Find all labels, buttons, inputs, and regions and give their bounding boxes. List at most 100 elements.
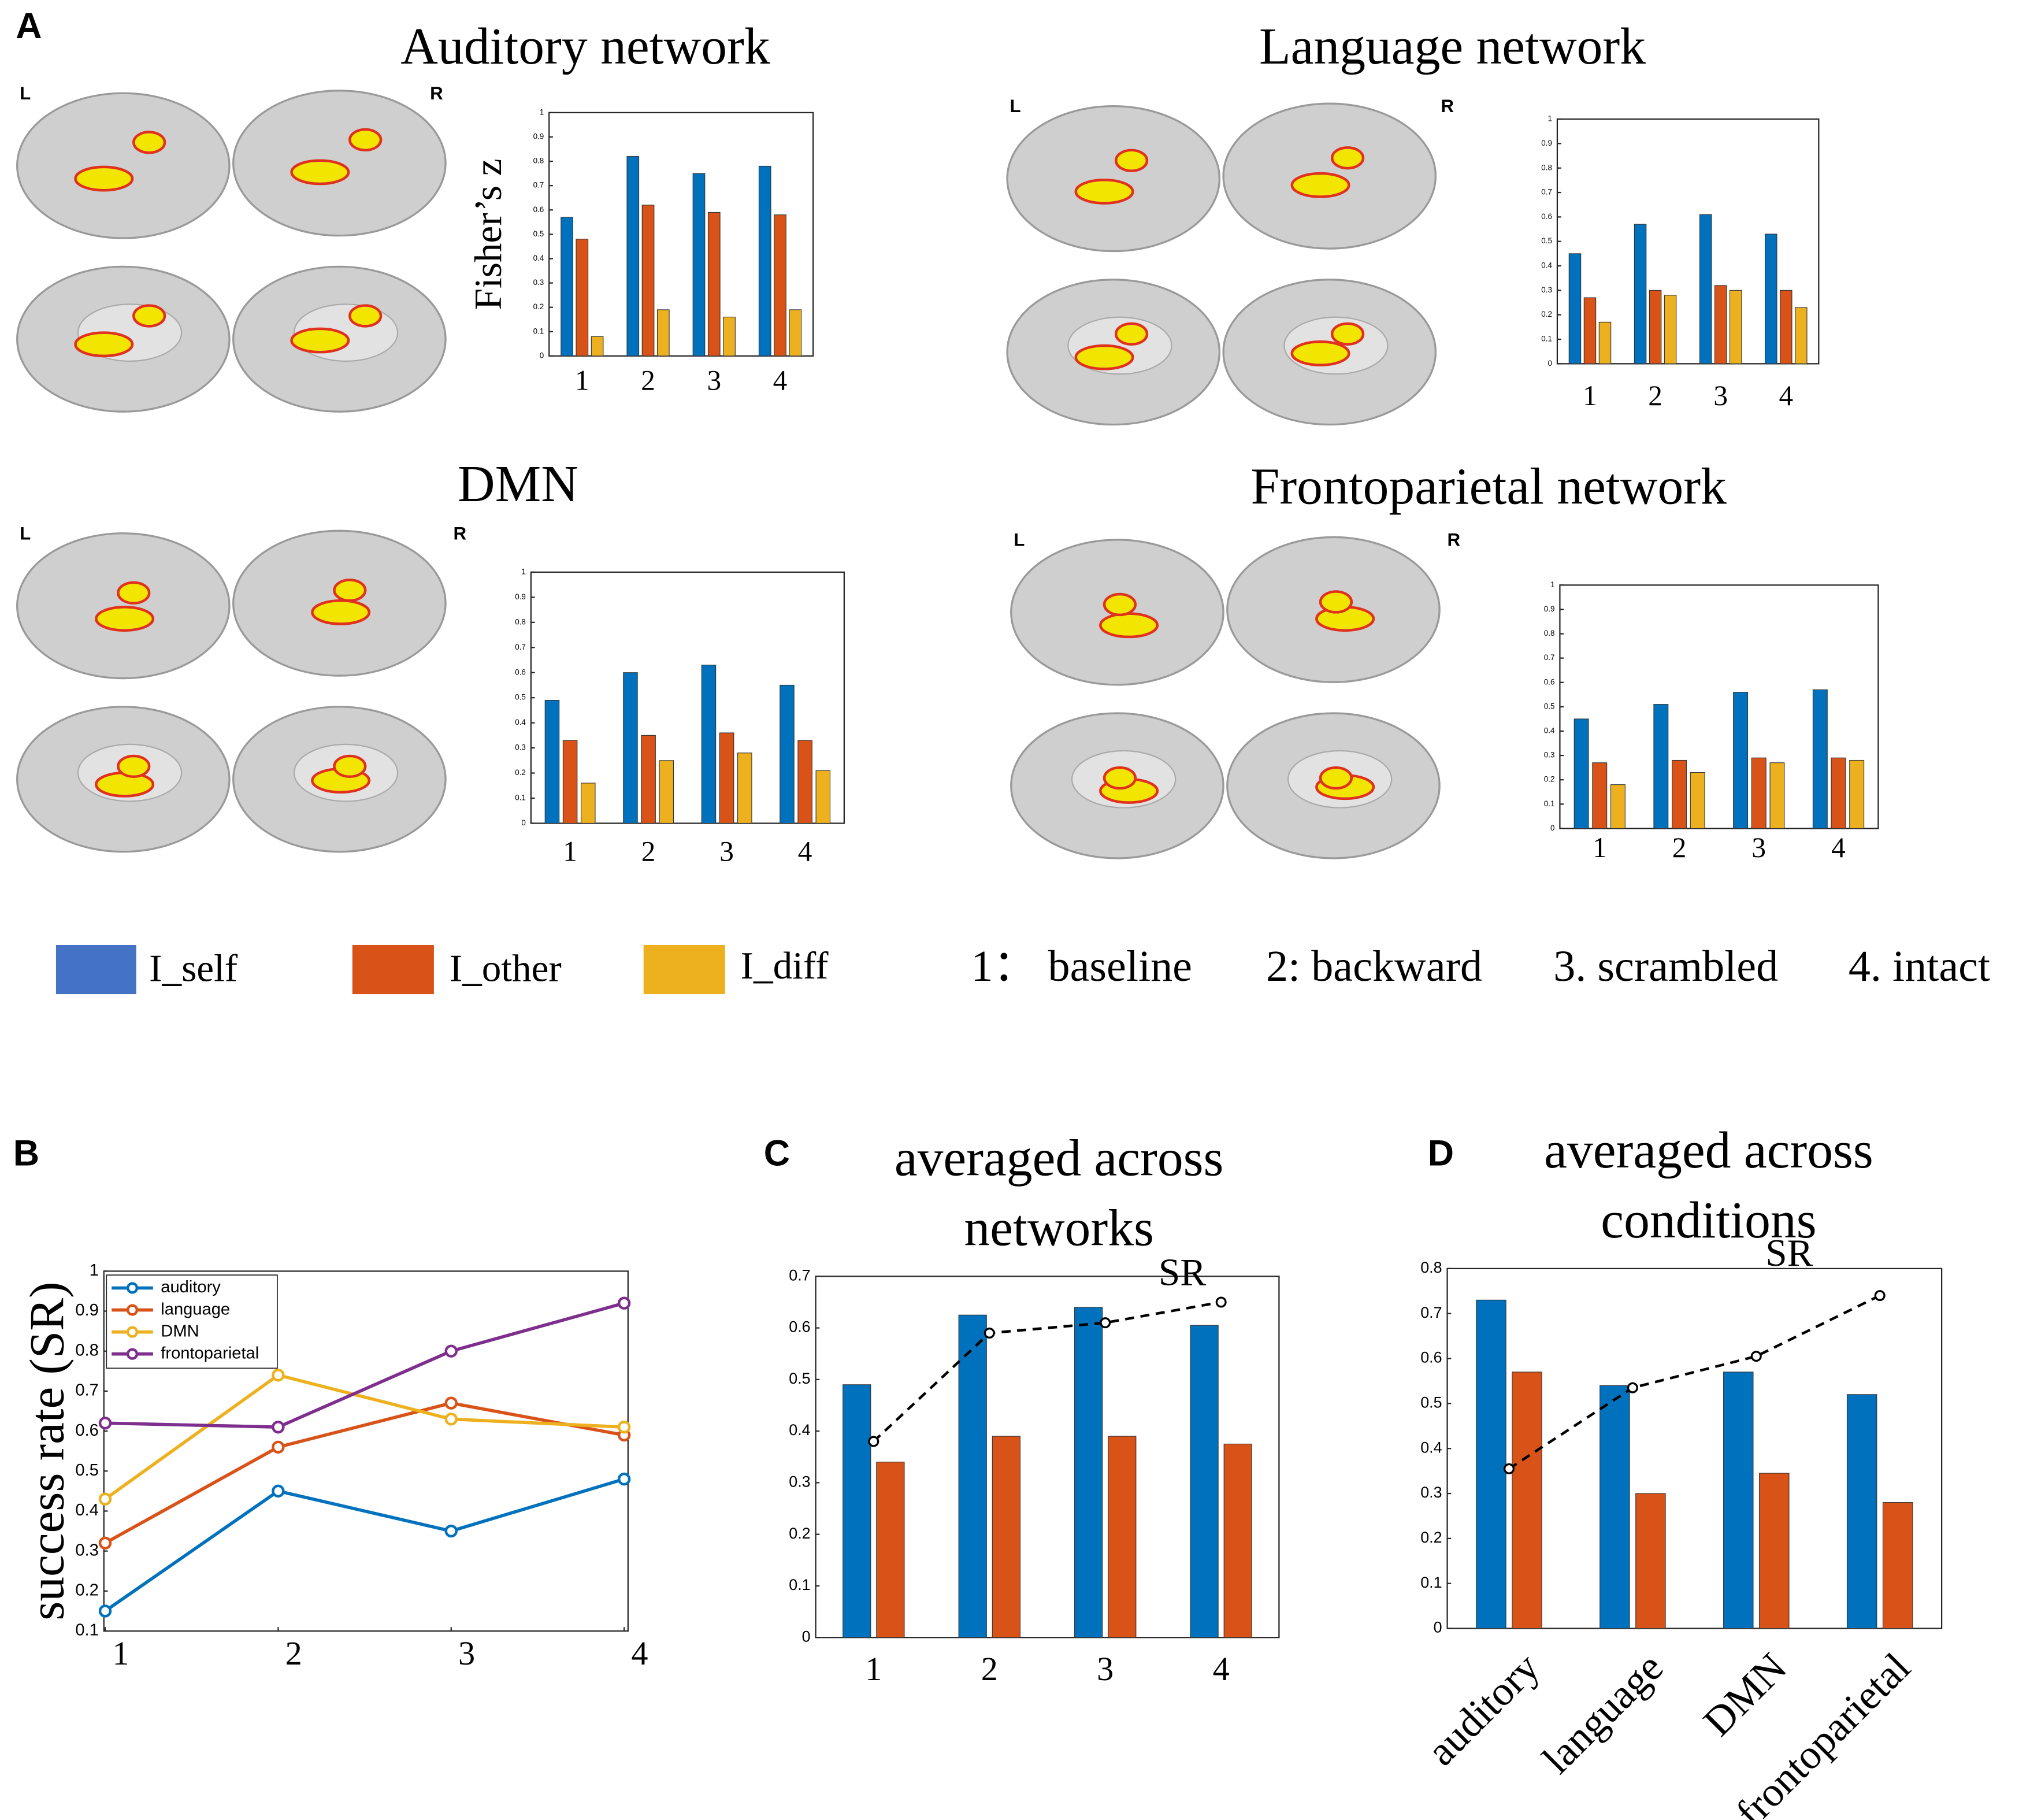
bar [1812,689,1828,829]
activation [117,581,151,605]
y-tick-label: 0.1 [1544,799,1555,808]
marker [617,1420,631,1434]
y-tick-label: 0.5 [1544,702,1555,710]
chart-title: Language network [1259,18,1646,75]
bar [780,684,795,824]
marker [98,1604,112,1618]
y-tick-label: 0.4 [1420,1439,1442,1456]
y-tick-label: 0.6 [1544,677,1555,686]
x-tick-label: auditory [1418,1644,1549,1774]
bar [1849,759,1865,829]
x-tick-label: 2 [981,1650,998,1688]
bar [958,1314,987,1638]
y-tick-label: 0.4 [533,254,544,262]
activation [333,754,367,779]
y-tick-label: 0.7 [515,643,526,651]
x-tick-label: language [1534,1644,1672,1782]
activation [1114,322,1149,346]
legend-swatch [643,944,725,995]
line [105,1302,625,1429]
panel-label: B [13,1133,39,1174]
y-axis-label: Fisher’s z [466,158,510,310]
x-tick-label: DMN [1694,1644,1795,1745]
y-tick-label: 0.5 [515,693,526,702]
marker [444,1524,458,1538]
y-tick-label: 0.5 [1541,236,1552,245]
marker [617,1296,631,1310]
y-tick-label: 0.7 [75,1381,98,1400]
activation [290,327,350,354]
x-tick-label: 4 [798,836,812,868]
plot-frame [530,571,845,824]
activation [95,606,155,632]
sr-marker [868,1436,879,1447]
activation [1074,344,1134,370]
bar [659,760,674,824]
y-tick-label: 0.6 [1541,212,1552,221]
chart-title: averaged across conditions [1544,1121,1873,1250]
bar [1599,1385,1630,1629]
y-tick-label: 1 [90,1261,99,1280]
y-tick-label: 0.2 [1544,775,1555,784]
y-tick-label: 0.4 [1541,261,1552,270]
bar [797,740,812,824]
bar [544,699,560,824]
y-tick-label: 0.5 [789,1370,810,1387]
legend-label: I_self [149,946,238,989]
bar [1653,704,1669,829]
y-tick-label: 0.7 [1420,1304,1442,1321]
x-tick-label: 4 [773,364,788,396]
marker [272,1369,285,1382]
bar [1765,233,1777,364]
bar [623,672,638,824]
y-tick-label: 0.5 [1420,1393,1442,1411]
legend-marker [126,1282,139,1294]
bar [723,316,736,357]
x-tick-label: 2 [285,1634,302,1672]
hemisphere-label: L [20,523,31,543]
y-tick-label: 0.2 [515,768,526,777]
x-tick-label: 4 [1831,832,1846,863]
plot-frame [548,112,814,357]
bar [1723,1372,1754,1629]
sr-line [1508,1294,1881,1470]
y-tick-label: 0.5 [533,229,544,238]
bar [1672,759,1687,829]
panel-label: C [764,1133,790,1174]
sr-marker [984,1328,995,1339]
y-tick-label: 0.7 [1544,653,1555,662]
hemisphere-label: R [430,83,443,103]
marker [272,1440,285,1454]
activation [1290,172,1350,198]
bar [992,1436,1020,1638]
x-tick-label: 2 [1648,380,1662,412]
y-tick-label: 0.4 [789,1421,810,1439]
bar [843,1384,871,1638]
x-tick-label: 1 [563,836,577,868]
sr-marker [1627,1382,1638,1393]
marker [444,1344,458,1358]
activation [74,331,134,358]
y-tick-label: 0.6 [1420,1349,1442,1366]
x-tick-label: 3 [458,1634,475,1672]
y-tick-label: 0.5 [75,1461,98,1480]
y-tick-label: 0.8 [515,617,526,626]
annotation: SR [1159,1251,1206,1294]
y-tick-label: 0.9 [75,1301,98,1319]
bar [1831,757,1846,829]
y-tick-label: 0.6 [789,1318,810,1336]
y-tick-label: 0.4 [1544,726,1555,735]
y-tick-label: 0.6 [75,1421,98,1440]
activation [1330,322,1365,346]
sr-marker [1100,1317,1111,1329]
y-tick-label: 0.3 [1544,751,1555,759]
activation [74,165,134,192]
hemisphere-label: L [1014,529,1025,550]
x-tick-label: 4 [1213,1650,1230,1688]
chart-title: DMN [458,455,578,513]
y-tick-label: 0.6 [515,668,526,676]
x-tick-label: 2 [641,364,655,396]
line [104,1401,625,1545]
hemisphere-label: R [453,523,466,543]
y-tick-label: 0 [1434,1619,1442,1636]
